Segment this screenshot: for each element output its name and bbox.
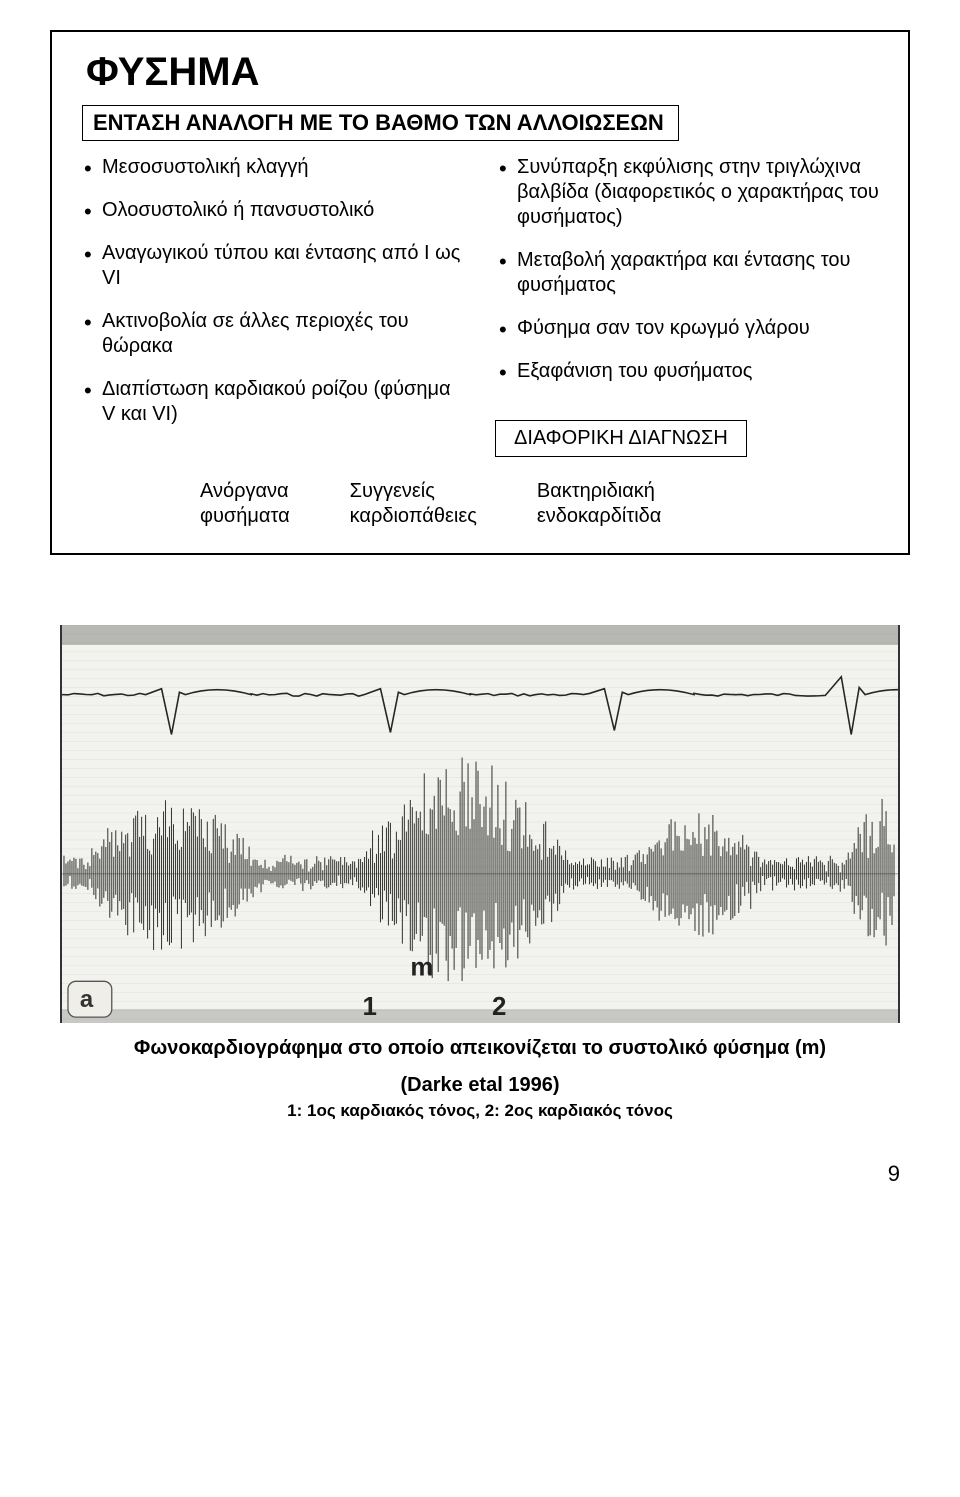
right-column: Συνύπαρξη εκφύλισης στην τριγλώχινα βαλβ… (495, 155, 880, 457)
bottom-item: Ανόργαναφυσήματα (200, 479, 290, 529)
left-column: Μεσοσυστολική κλαγγή Ολοσυστολικό ή πανσυ… (80, 155, 465, 457)
diff-diag-box: ΔΙΑΦΟΡΙΚΗ ΔΙΑΓΝΩΣΗ (495, 420, 747, 457)
figure-caption-2: (Darke etal 1996) (60, 1074, 900, 1097)
bottom-item: Βακτηριδιακήενδοκαρδίτιδα (537, 479, 661, 529)
figure-caption-1: Φωνοκαρδιογράφημα στο οποίο απεικονίζετα… (60, 1037, 900, 1060)
figure-subcaption: 1: 1ος καρδιακός τόνος, 2: 2ος καρδιακός… (60, 1101, 900, 1121)
slide-box: ΦΥΣΗΜΑ ΕΝΤΑΣΗ ΑΝΑΛΟΓΗ ΜΕ ΤΟ ΒΑΘΜΟ ΤΩΝ ΑΛ… (50, 30, 910, 555)
svg-text:1: 1 (363, 993, 377, 1021)
phono-svg: m 1 2 a (60, 625, 900, 1023)
right-bullet-list: Συνύπαρξη εκφύλισης στην τριγλώχινα βαλβ… (495, 155, 880, 384)
bottom-row: Ανόργαναφυσήματα Συγγενείςκαρδιοπάθειες Βα… (80, 479, 880, 529)
svg-text:2: 2 (492, 993, 506, 1021)
columns: Μεσοσυστολική κλαγγή Ολοσυστολικό ή πανσυ… (80, 155, 880, 457)
bottom-item: Συγγενείςκαρδιοπάθειες (350, 479, 477, 529)
bullet-item: Μεταβολή χαρακτήρα και έντασης του φυσήμ… (495, 248, 880, 298)
slide-subtitle: ΕΝΤΑΣΗ ΑΝΑΛΟΓΗ ΜΕ ΤΟ ΒΑΘΜΟ ΤΩΝ ΑΛΛΟΙΩΣΕΩ… (93, 110, 664, 135)
bullet-item: Μεσοσυστολική κλαγγή (80, 155, 465, 180)
bullet-item: Αναγωγικού τύπου και έντασης από I ως VI (80, 241, 465, 291)
diff-diag-label: ΔΙΑΦΟΡΙΚΗ ΔΙΑΓΝΩΣΗ (514, 427, 728, 449)
bullet-item: Διαπίστωση καρδιακού ροίζου (φύσημα V κα… (80, 377, 465, 427)
bullet-item: Ακτινοβολία σε άλλες περιοχές του θώρακα (80, 309, 465, 359)
left-bullet-list: Μεσοσυστολική κλαγγή Ολοσυστολικό ή πανσυ… (80, 155, 465, 427)
page-number: 9 (50, 1161, 910, 1187)
svg-text:m: m (410, 953, 433, 981)
bullet-item: Εξαφάνιση του φυσήματος (495, 359, 880, 384)
bullet-item: Συνύπαρξη εκφύλισης στην τριγλώχινα βαλβ… (495, 155, 880, 230)
subtitle-box: ΕΝΤΑΣΗ ΑΝΑΛΟΓΗ ΜΕ ΤΟ ΒΑΘΜΟ ΤΩΝ ΑΛΛΟΙΩΣΕΩ… (82, 105, 679, 141)
svg-text:a: a (80, 986, 94, 1013)
slide-title: ΦΥΣΗΜΑ (86, 50, 880, 95)
bullet-item: Φύσημα σαν τον κρωγμό γλάρου (495, 316, 880, 341)
bullet-item: Ολοσυστολικό ή πανσυστολικό (80, 198, 465, 223)
phonocardiogram-figure: m 1 2 a Φωνοκαρδιογράφημα στο οποίο απεικον… (60, 625, 900, 1121)
